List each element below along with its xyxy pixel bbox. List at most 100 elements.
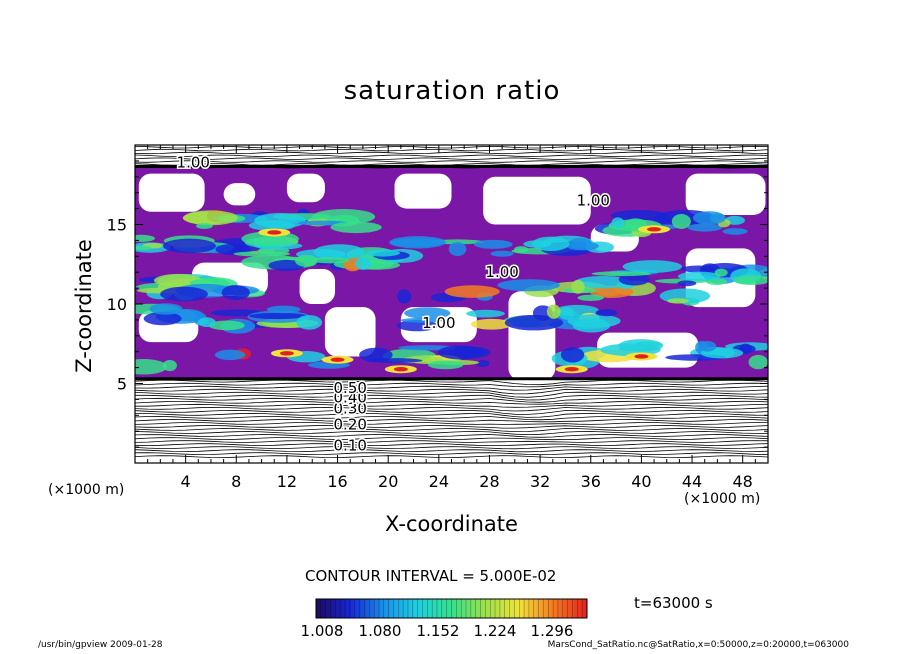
y-axis-label: Z-coordinate (72, 239, 96, 373)
x-tick-label: 28 (479, 472, 499, 491)
saturation-blob (135, 245, 152, 251)
contour-label: 0.10 (334, 436, 367, 454)
subsaturated-patch (394, 173, 452, 209)
x-tick-label: 4 (181, 472, 191, 491)
contour-line (135, 379, 768, 386)
saturation-blob (677, 271, 721, 281)
saturation-blob (560, 347, 585, 363)
saturation-blob (476, 359, 490, 367)
contour-line (135, 437, 768, 441)
contour-label: 0.30 (334, 400, 367, 418)
x-tick-label: 12 (277, 472, 297, 491)
saturation-blob (748, 354, 768, 370)
saturation-hotspot (634, 354, 649, 359)
saturation-blob (208, 320, 245, 331)
contour-label: 1.00 (177, 153, 210, 171)
chart-title: saturation ratio (343, 76, 561, 106)
saturation-blob (389, 236, 446, 249)
saturation-blob (365, 249, 400, 257)
subsaturated-patch (223, 183, 256, 206)
contour-line (135, 154, 768, 158)
x-tick-label: 16 (327, 472, 347, 491)
saturation-blob (571, 279, 585, 294)
saturation-blob (249, 312, 307, 320)
saturation-blob (473, 239, 513, 249)
saturation-blob (698, 340, 717, 352)
contour-line (135, 400, 768, 405)
colorbar-tick-label: 1.296 (530, 622, 574, 640)
saturation-blob (546, 304, 561, 319)
saturation-hotspot (267, 230, 282, 235)
saturation-blob (437, 345, 484, 360)
contour-line (135, 428, 768, 433)
y-tick-label: 10 (107, 295, 127, 314)
contour-line (135, 403, 768, 408)
saturation-blob (490, 250, 514, 257)
subsaturated-patch (483, 176, 591, 225)
contour-label: 1.00 (485, 263, 518, 281)
subsaturated-patch (138, 173, 205, 212)
x-tick-label: 44 (682, 472, 702, 491)
contour-line (135, 151, 768, 155)
saturation-blob (444, 285, 500, 298)
saturation-blob (197, 317, 216, 328)
saturation-blob (135, 358, 168, 375)
saturation-blob (531, 236, 570, 252)
time-label: t=63000 s (634, 594, 713, 612)
saturation-hotspot (330, 357, 345, 362)
contour-line (135, 455, 768, 459)
saturation-blob (149, 303, 183, 315)
saturation-blob (470, 318, 513, 330)
saturation-blob (610, 210, 669, 221)
contour-label: 0.50 (334, 379, 367, 397)
contour-line (135, 440, 768, 443)
saturation-blob (692, 211, 726, 225)
saturation-blob (163, 238, 216, 254)
saturation-hotspot (647, 227, 662, 232)
saturation-hotspot (279, 351, 294, 356)
saturation-blob (618, 273, 650, 286)
saturation-blob (595, 309, 618, 317)
saturation-blob (160, 286, 208, 302)
contour-line (135, 394, 768, 401)
saturation-blob (311, 257, 350, 264)
saturation-blob (400, 317, 443, 323)
x-axis-unit-right: (×1000 m) (684, 491, 761, 507)
contour-line (135, 431, 768, 436)
saturation-blob (733, 275, 768, 285)
saturation-hotspot (564, 366, 579, 372)
saturation-blob (214, 349, 246, 361)
saturation-blob (722, 228, 748, 235)
saturation-blob (504, 314, 564, 331)
contour-line (135, 163, 768, 166)
x-tick-label: 48 (733, 472, 753, 491)
saturation-blob (448, 241, 467, 257)
x-axis-label: X-coordinate (385, 512, 518, 536)
saturation-blob (671, 213, 691, 229)
contour-label: 1.00 (422, 314, 455, 332)
saturation-blob (330, 221, 382, 234)
colorbar-tick-label: 1.080 (358, 622, 402, 640)
y-tick-label: 15 (107, 216, 127, 235)
contour-line (135, 452, 768, 456)
saturation-blob (622, 260, 683, 273)
contour-line (135, 434, 768, 438)
saturation-blob (466, 309, 505, 318)
subsaturated-patch (508, 291, 556, 381)
footer-source-file: MarsCond_SatRatio.nc@SatRatio,x=0:50000,… (547, 640, 849, 650)
saturation-blob (248, 220, 295, 231)
saturation-blob (667, 298, 689, 304)
saturation-blob (196, 222, 213, 229)
contour-line (135, 406, 768, 412)
saturation-blob (427, 360, 464, 370)
saturation-blob (135, 234, 155, 242)
saturation-blob (233, 251, 291, 257)
colorbar-frame (315, 598, 588, 619)
contour-line (135, 391, 768, 398)
saturation-blob (566, 241, 599, 251)
contour-line (135, 418, 768, 423)
contour-line (135, 422, 768, 425)
contour-line (135, 443, 768, 447)
x-tick-label: 8 (231, 472, 241, 491)
contour-interval-label: CONTOUR INTERVAL = 5.000E-02 (305, 567, 557, 585)
